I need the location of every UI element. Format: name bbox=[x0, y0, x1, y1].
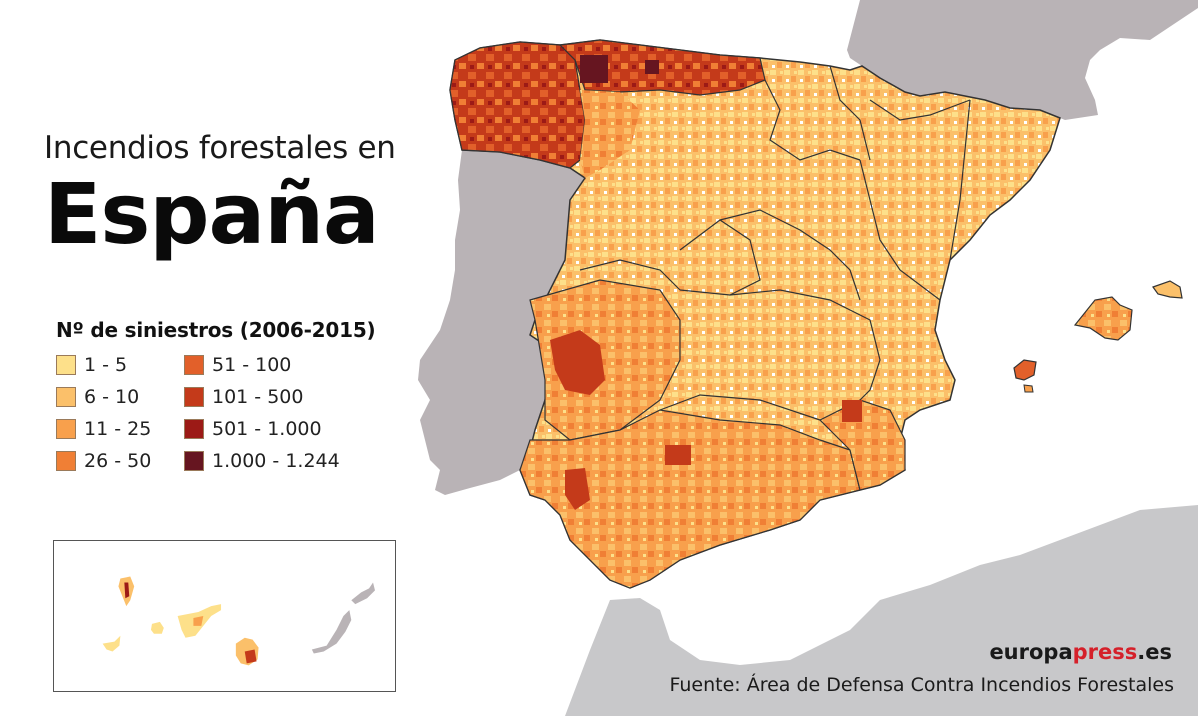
island-fuerteventura bbox=[311, 610, 352, 654]
legend-item: 11 - 25 bbox=[56, 418, 184, 440]
legend-label: 501 - 1.000 bbox=[212, 418, 322, 440]
island-menorca bbox=[1152, 280, 1183, 299]
region-asturias bbox=[558, 39, 766, 96]
legend-title: Nº de siniestros (2006-2015) bbox=[56, 318, 376, 342]
hotspot-andalucia bbox=[665, 445, 691, 465]
legend-swatch bbox=[184, 451, 204, 471]
island-lanzarote bbox=[351, 582, 375, 605]
canary-islands-inset bbox=[53, 540, 396, 692]
legend: Nº de siniestros (2006-2015) 1 - 5 6 - 1… bbox=[56, 318, 386, 472]
hotspot-asturias-east bbox=[645, 60, 659, 74]
source-note: Fuente: Área de Defensa Contra Incendios… bbox=[669, 674, 1174, 696]
island-tenerife-mid bbox=[193, 616, 204, 626]
title-block: Incendios forestales en España bbox=[44, 130, 396, 260]
legend-grid: 1 - 5 6 - 10 11 - 25 26 - 50 51 - 100 10… bbox=[56, 354, 386, 472]
legend-label: 101 - 500 bbox=[212, 386, 304, 408]
region-leon-west bbox=[580, 90, 640, 178]
brand-suffix: .es bbox=[1137, 640, 1172, 664]
region-andalucia bbox=[519, 409, 861, 589]
legend-label: 11 - 25 bbox=[84, 418, 152, 440]
europapress-logo: europapress.es bbox=[989, 640, 1172, 664]
legend-item: 101 - 500 bbox=[184, 386, 374, 408]
island-la-gomera bbox=[150, 621, 164, 634]
hotspot-asturias bbox=[580, 55, 608, 83]
island-formentera bbox=[1023, 384, 1034, 393]
legend-swatch bbox=[184, 419, 204, 439]
legend-item: 1.000 - 1.244 bbox=[184, 450, 374, 472]
legend-label: 6 - 10 bbox=[84, 386, 140, 408]
legend-swatch bbox=[56, 355, 76, 375]
legend-swatch bbox=[56, 451, 76, 471]
brand-highlight: press bbox=[1072, 640, 1138, 664]
africa-land bbox=[565, 505, 1198, 716]
france-land bbox=[847, 0, 1198, 120]
legend-label: 1.000 - 1.244 bbox=[212, 450, 340, 472]
portugal-land bbox=[418, 150, 585, 495]
legend-swatch bbox=[56, 387, 76, 407]
legend-item: 1 - 5 bbox=[56, 354, 184, 376]
legend-swatch bbox=[184, 355, 204, 375]
legend-item: 501 - 1.000 bbox=[184, 418, 374, 440]
legend-label: 1 - 5 bbox=[84, 354, 128, 376]
legend-label: 26 - 50 bbox=[84, 450, 152, 472]
hotspot-extremadura bbox=[550, 330, 605, 395]
region-borders bbox=[579, 65, 971, 421]
island-mallorca bbox=[1073, 296, 1133, 341]
island-el-hierro bbox=[102, 635, 121, 652]
island-la-palma-hot bbox=[124, 582, 130, 599]
legend-item: 26 - 50 bbox=[56, 450, 184, 472]
legend-item: 51 - 100 bbox=[184, 354, 374, 376]
legend-swatch bbox=[56, 419, 76, 439]
brand-prefix: europa bbox=[989, 640, 1073, 664]
island-ibiza bbox=[1013, 359, 1037, 381]
legend-swatch bbox=[184, 387, 204, 407]
hotspot-huelva bbox=[565, 468, 590, 510]
map-title: España bbox=[44, 165, 380, 263]
hotspot-murcia bbox=[842, 400, 862, 422]
map-subtitle: Incendios forestales en bbox=[44, 130, 396, 166]
legend-item: 6 - 10 bbox=[56, 386, 184, 408]
island-gran-canaria-hot bbox=[244, 649, 257, 664]
region-galicia bbox=[449, 41, 586, 169]
legend-label: 51 - 100 bbox=[212, 354, 292, 376]
canary-islands-map bbox=[102, 576, 375, 666]
region-murcia bbox=[818, 399, 906, 491]
